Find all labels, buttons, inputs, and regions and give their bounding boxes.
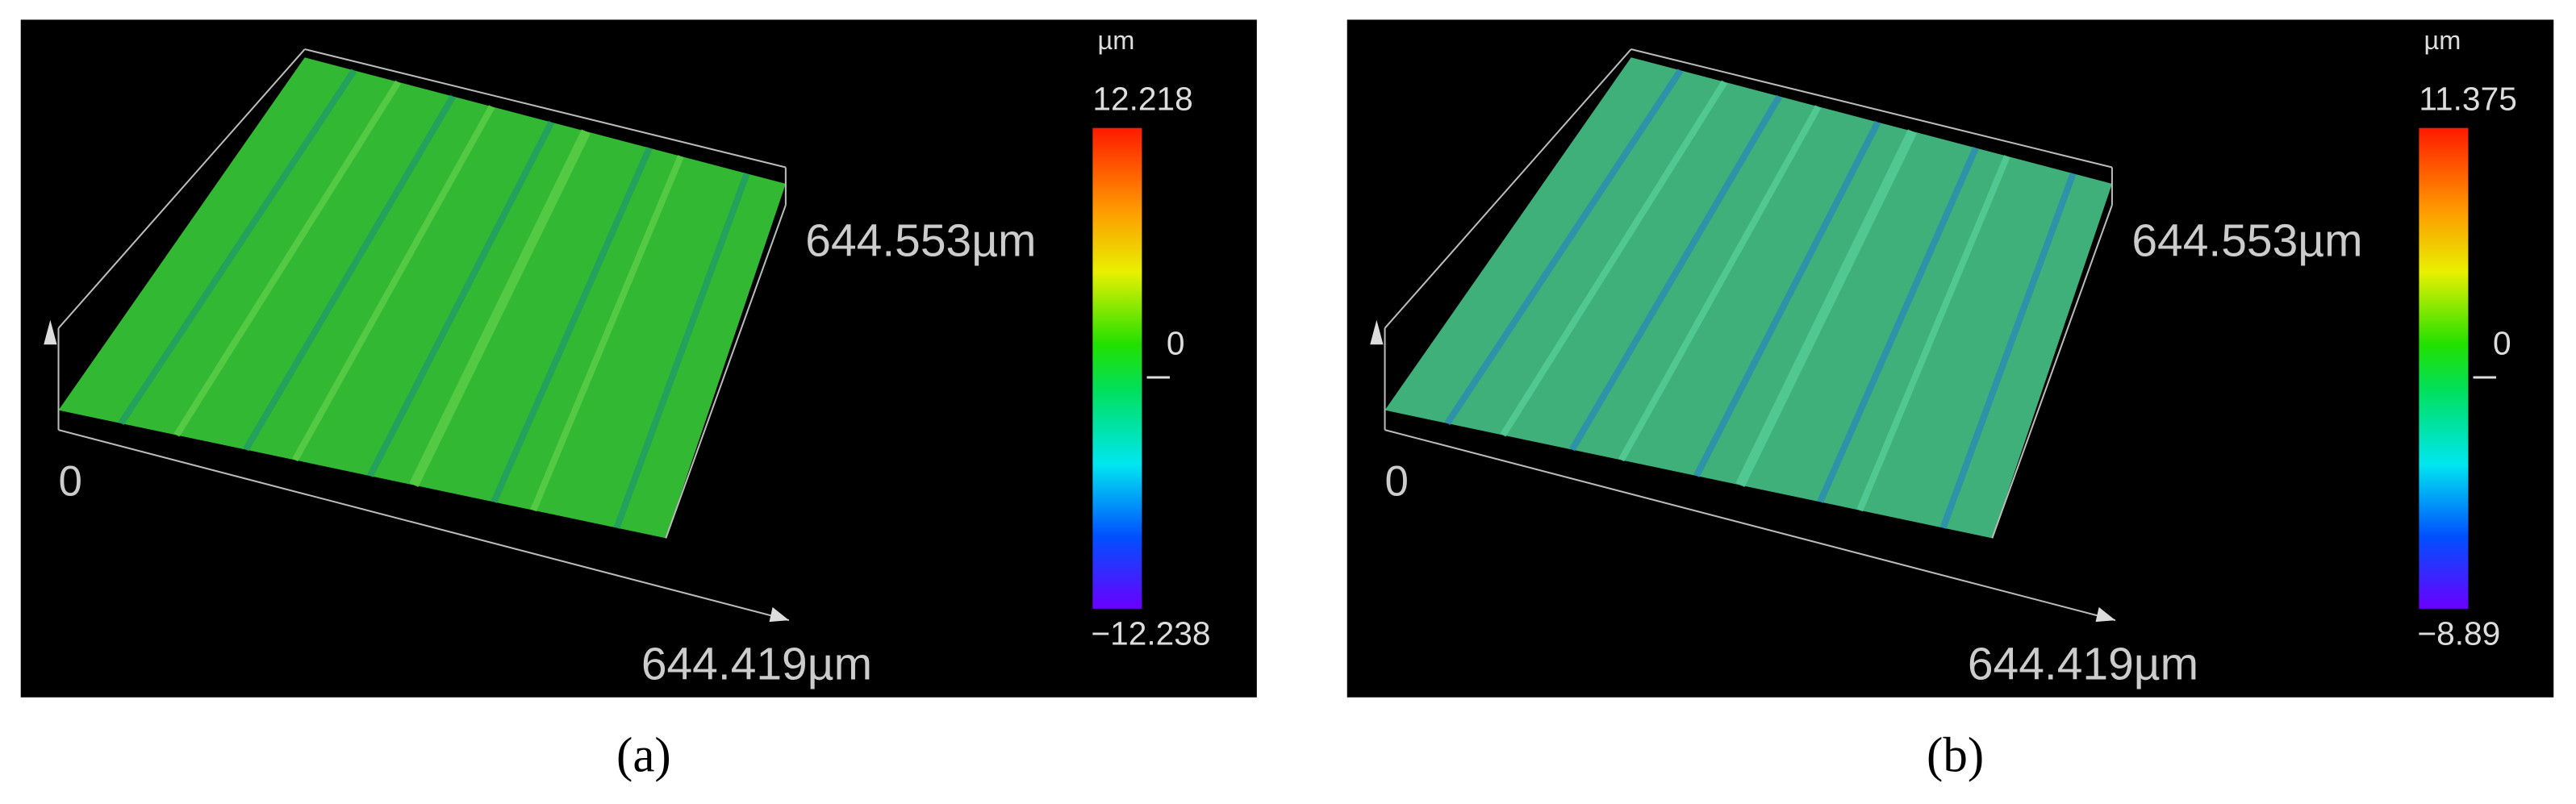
surface-ridge bbox=[118, 69, 357, 426]
surface-ridge bbox=[1500, 80, 1728, 437]
wireframe bbox=[1384, 48, 1632, 329]
wireframe bbox=[58, 429, 790, 622]
y-axis-length: 644.553µm bbox=[2131, 215, 2362, 266]
axis-arrow bbox=[1370, 319, 1384, 345]
surface-ridge bbox=[530, 155, 684, 512]
wireframe bbox=[304, 48, 787, 169]
surface-ridge bbox=[1939, 172, 2077, 529]
panel: µm 12.218 0 −12.238 644.553µm 644.419µm 0 (a) bbox=[20, 19, 1257, 782]
unit-label: µm bbox=[1097, 26, 1134, 55]
wireframe bbox=[1630, 48, 2113, 169]
surface-ridge bbox=[1444, 69, 1684, 426]
surface-ridge bbox=[243, 94, 456, 452]
panel-caption: (a) bbox=[616, 728, 671, 782]
colorbar bbox=[2419, 127, 2469, 609]
wireframe bbox=[665, 204, 787, 539]
colorbar-mid: 0 bbox=[2493, 324, 2511, 361]
axis-arrow bbox=[769, 606, 789, 623]
wireframe bbox=[1991, 204, 2113, 539]
surface-ridge bbox=[1569, 94, 1783, 452]
origin-label: 0 bbox=[59, 457, 82, 505]
surface-ridge bbox=[367, 120, 555, 477]
unit-label: µm bbox=[2424, 26, 2461, 55]
surface-ridge bbox=[613, 172, 750, 529]
x-axis-length: 644.419µm bbox=[641, 638, 872, 689]
wireframe bbox=[1384, 429, 2116, 622]
surface-ridge bbox=[409, 129, 591, 488]
colorbar-max: 12.218 bbox=[1092, 80, 1192, 117]
surface-ridge bbox=[1693, 120, 1881, 477]
surface bbox=[58, 57, 786, 539]
surface-ridge bbox=[292, 105, 495, 462]
panel-caption: (b) bbox=[1927, 728, 1984, 782]
surface-ridge bbox=[491, 146, 653, 504]
colorbar-max: 11.375 bbox=[2419, 80, 2516, 117]
colorbar-min: −8.89 bbox=[2417, 615, 2500, 652]
colorbar-mid: 0 bbox=[1167, 324, 1185, 361]
y-axis-length: 644.553µm bbox=[805, 215, 1036, 266]
surface-ridge bbox=[173, 80, 402, 437]
surface bbox=[1384, 57, 2112, 539]
surface-ridge bbox=[1856, 155, 2010, 512]
surface-ridge bbox=[1618, 105, 1822, 462]
origin-label: 0 bbox=[1385, 457, 1409, 505]
colorbar-min: −12.238 bbox=[1091, 615, 1210, 652]
surface-ridge bbox=[1817, 146, 1979, 504]
axis-arrow bbox=[2095, 606, 2115, 623]
axis-arrow bbox=[44, 319, 57, 345]
wireframe bbox=[57, 48, 306, 329]
surface-ridge bbox=[1735, 129, 1917, 488]
x-axis-length: 644.419µm bbox=[1968, 638, 2198, 689]
colorbar bbox=[1092, 127, 1142, 609]
panel: µm 11.375 0 −8.89 644.553µm 644.419µm 0 (b) bbox=[1346, 19, 2554, 782]
